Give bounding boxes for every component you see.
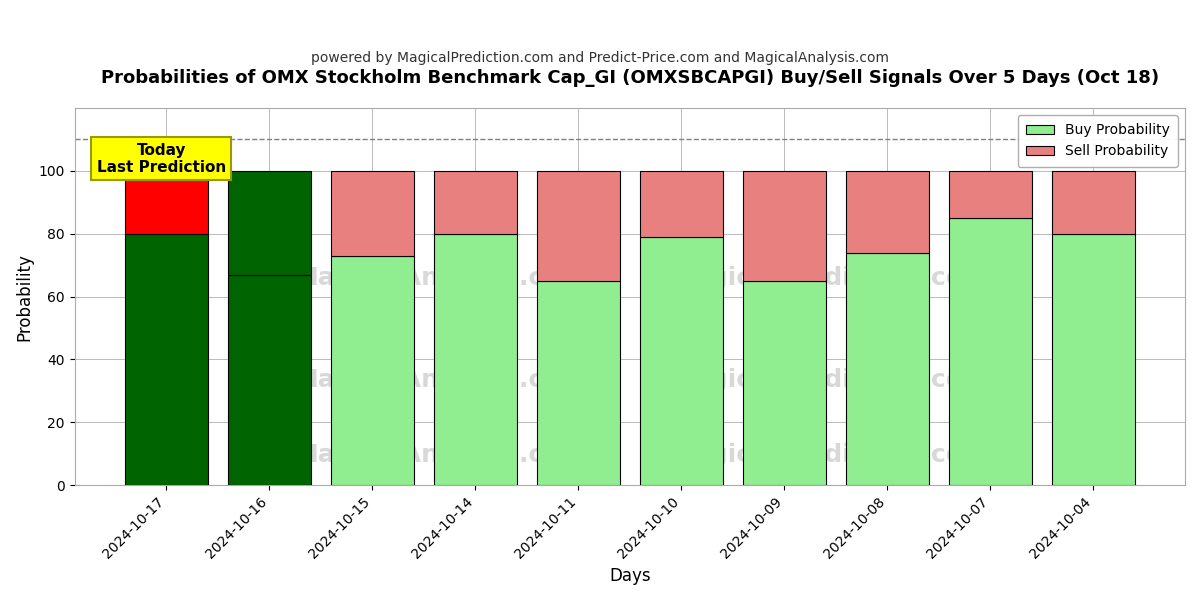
Bar (743, 281, 826, 485)
Bar (331, 256, 414, 485)
Bar (434, 234, 516, 485)
Text: MagicalAnalysis.com: MagicalAnalysis.com (294, 266, 588, 290)
Bar (1052, 171, 1134, 234)
Bar (228, 171, 311, 275)
Legend: Buy Probability, Sell Probability: Buy Probability, Sell Probability (1018, 115, 1178, 167)
Bar (331, 171, 414, 256)
Bar (846, 171, 929, 253)
Text: powered by MagicalPrediction.com and Predict-Price.com and MagicalAnalysis.com: powered by MagicalPrediction.com and Pre… (311, 51, 889, 65)
Bar (434, 171, 516, 234)
Text: MagicalAnalysis.com: MagicalAnalysis.com (294, 443, 588, 467)
Bar (640, 237, 722, 485)
Text: MagicalPrediction.com: MagicalPrediction.com (670, 368, 990, 392)
Bar (228, 275, 311, 485)
Bar (538, 281, 619, 485)
Title: Probabilities of OMX Stockholm Benchmark Cap_GI (OMXSBCAPGI) Buy/Sell Signals Ov: Probabilities of OMX Stockholm Benchmark… (101, 69, 1159, 87)
Text: MagicalPrediction.com: MagicalPrediction.com (670, 266, 990, 290)
Text: MagicalAnalysis.com: MagicalAnalysis.com (294, 368, 588, 392)
Y-axis label: Probability: Probability (16, 253, 34, 341)
Bar (538, 171, 619, 281)
Bar (640, 171, 722, 237)
Bar (1052, 234, 1134, 485)
Bar (743, 171, 826, 281)
Text: Today
Last Prediction: Today Last Prediction (96, 143, 226, 175)
Bar (125, 171, 208, 234)
Bar (846, 253, 929, 485)
Bar (949, 218, 1032, 485)
Bar (949, 171, 1032, 218)
Text: MagicalPrediction.com: MagicalPrediction.com (670, 443, 990, 467)
Bar (125, 234, 208, 485)
X-axis label: Days: Days (610, 567, 650, 585)
